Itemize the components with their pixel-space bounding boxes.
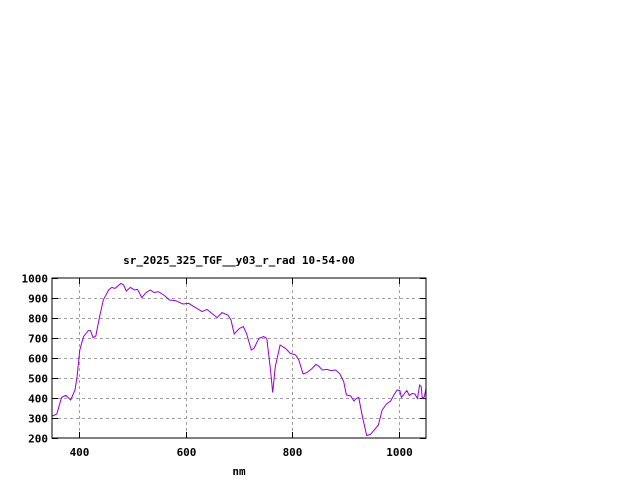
y-tick-label: 300	[28, 413, 48, 426]
series-line	[52, 282, 427, 437]
y-tick-label: 400	[28, 393, 48, 406]
x-tick-label: 400	[70, 446, 90, 459]
y-tick-label: 1000	[22, 273, 49, 286]
y-tick-label: 700	[28, 333, 48, 346]
grid	[52, 278, 426, 438]
x-tick-label: 800	[283, 446, 303, 459]
x-tick-label: 1000	[386, 446, 413, 459]
chart-title: sr_2025_325_TGF__y03_r_rad 10-54-00	[123, 254, 355, 267]
y-tick-label: 600	[28, 353, 48, 366]
axis-ticks: 200 300 400 500 600 700 800 900 1000 400 600 800 100…	[22, 273, 426, 459]
y-tick-label: 200	[28, 433, 48, 446]
plot-border	[51, 277, 427, 439]
x-tick-label: 600	[177, 446, 197, 459]
y-tick-label: 900	[28, 293, 48, 306]
y-tick-label: 800	[28, 313, 48, 326]
x-axis-label: nm	[232, 465, 246, 478]
y-tick-label: 500	[28, 373, 48, 386]
